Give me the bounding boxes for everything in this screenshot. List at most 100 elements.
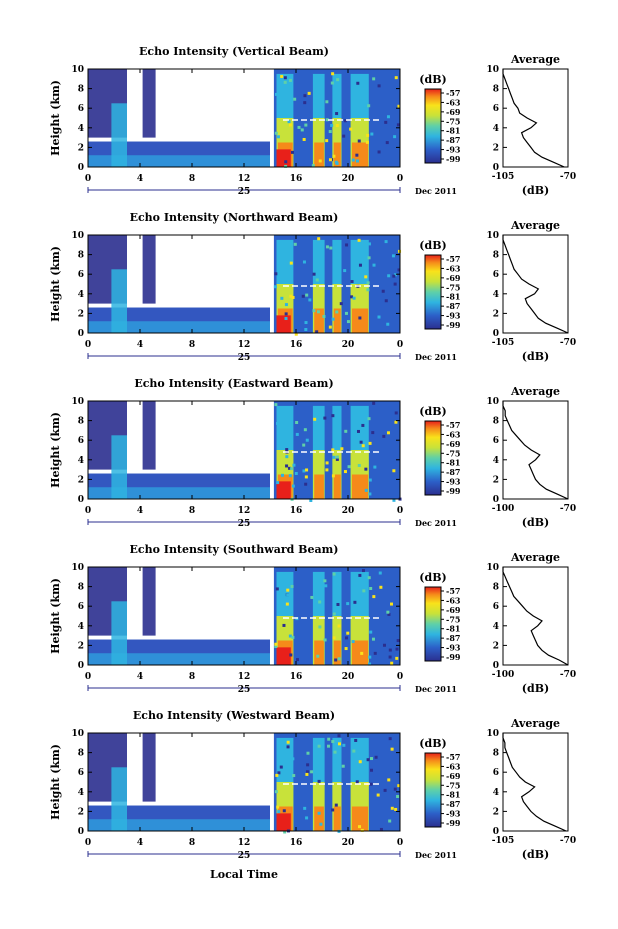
- colorbar-tick-label: -99: [446, 818, 461, 828]
- echo-pixel: [387, 274, 391, 278]
- echo-pixel: [324, 584, 328, 588]
- echo-pixel: [304, 321, 308, 325]
- avg-x-tick-label: -70: [560, 504, 576, 514]
- date-suffix-label: Dec 2011: [415, 186, 457, 196]
- echo-pixel: [334, 803, 338, 807]
- echo-pixel: [302, 443, 306, 447]
- y-tick-label: 10: [71, 397, 84, 407]
- echo-pixel: [352, 749, 356, 753]
- x-tick-label: 0: [85, 340, 91, 350]
- colorbar-tick-label: -81: [446, 790, 460, 800]
- y-tick-label: 4: [78, 456, 84, 466]
- y-tick-label: 6: [78, 602, 84, 612]
- echo-pixel: [323, 416, 327, 420]
- avg-y-tick-label: 4: [493, 788, 499, 798]
- echo-pixel: [368, 655, 372, 659]
- x-tick-label: 0: [85, 838, 91, 848]
- echo-pixel: [336, 78, 340, 82]
- echo-pixel: [390, 806, 394, 810]
- echo-pixel: [274, 645, 278, 649]
- heatmap-field: [88, 567, 400, 666]
- echo-pixel: [367, 576, 371, 580]
- echo-pixel: [363, 104, 367, 108]
- y-tick-label: 8: [78, 583, 84, 593]
- colorbar-tick-label: -81: [446, 624, 460, 634]
- echo-pixel: [368, 492, 372, 496]
- echo-pixel: [344, 647, 348, 651]
- echo-pixel: [292, 463, 296, 467]
- colorbar-tick-label: -87: [446, 301, 460, 311]
- echo-pixel: [394, 420, 398, 424]
- echo-patch: [142, 235, 156, 304]
- echo-pixel: [373, 651, 377, 655]
- echo-pixel: [332, 154, 336, 158]
- echo-pixel: [284, 160, 288, 164]
- echo-pixel: [291, 484, 295, 488]
- avg-y-tick-label: 8: [493, 417, 499, 427]
- echo-pixel: [351, 158, 355, 162]
- echo-pixel: [275, 421, 279, 425]
- echo-pixel: [367, 104, 371, 108]
- echo-pixel: [395, 656, 399, 660]
- echo-pixel: [325, 461, 329, 465]
- echo-band-surface: [88, 155, 270, 167]
- echo-pixel: [343, 269, 347, 273]
- echo-pixel: [370, 757, 374, 761]
- echo-pixel: [335, 455, 339, 459]
- echo-pixel: [371, 637, 375, 641]
- x-axis-label: Local Time: [210, 868, 278, 881]
- echo-pixel: [295, 432, 299, 436]
- echo-pixel: [328, 130, 332, 134]
- echo-peak: [276, 149, 291, 167]
- y-tick-label: 10: [71, 65, 84, 75]
- echo-pixel: [286, 745, 290, 749]
- colorbar-tick-label: -69: [446, 605, 461, 615]
- panel-title: Echo Intensity (Southward Beam): [130, 543, 339, 556]
- echo-pixel: [280, 296, 284, 300]
- echo-pixel: [366, 288, 370, 292]
- avg-y-tick-label: 8: [493, 749, 499, 759]
- panel-title: Echo Intensity (Eastward Beam): [134, 377, 333, 390]
- echo-pixel: [394, 411, 398, 415]
- colorbar-tick-label: -99: [446, 154, 461, 164]
- echo-pixel: [368, 441, 372, 445]
- average-title: Average: [510, 551, 560, 564]
- echo-pixel: [317, 779, 321, 783]
- x-tick-label: 20: [342, 174, 355, 184]
- colorbar-tick-label: -69: [446, 107, 461, 117]
- echo-pixel: [290, 150, 294, 154]
- avg-x-tick-label: -70: [560, 836, 576, 846]
- avg-y-tick-label: 0: [493, 827, 499, 837]
- echo-pixel: [303, 806, 307, 810]
- echo-pixel: [289, 653, 293, 657]
- echo-pixel: [356, 429, 360, 433]
- echo-pixel: [288, 634, 292, 638]
- echo-pixel: [345, 243, 349, 247]
- echo-pixel: [282, 623, 286, 627]
- echo-pixel: [332, 612, 336, 616]
- echo-pixel: [342, 743, 346, 747]
- echo-pixel: [383, 788, 387, 792]
- echo-pixel: [330, 81, 334, 85]
- y-tick-label: 10: [71, 563, 84, 573]
- avg-y-tick-label: 2: [493, 807, 499, 817]
- echo-pixel: [393, 787, 397, 791]
- avg-y-tick-label: 2: [493, 475, 499, 485]
- echo-pixel: [384, 240, 388, 244]
- colorbar-unit: (dB): [419, 571, 446, 584]
- average-title: Average: [510, 717, 560, 730]
- echo-pixel: [317, 237, 321, 241]
- y-tick-label: 10: [71, 231, 84, 241]
- echo-pixel: [310, 770, 314, 774]
- echo-pixel: [374, 755, 378, 759]
- avg-y-tick-label: 0: [493, 661, 499, 671]
- echo-pixel: [295, 420, 299, 424]
- y-tick-label: 8: [78, 251, 84, 261]
- echo-pixel: [333, 759, 337, 763]
- average-profile-line: [502, 235, 569, 334]
- echo-pixel: [323, 638, 327, 642]
- echo-pixel: [342, 134, 346, 138]
- average-xlabel: (dB): [522, 848, 549, 861]
- echo-pixel: [275, 587, 279, 591]
- echo-pixel: [280, 473, 284, 477]
